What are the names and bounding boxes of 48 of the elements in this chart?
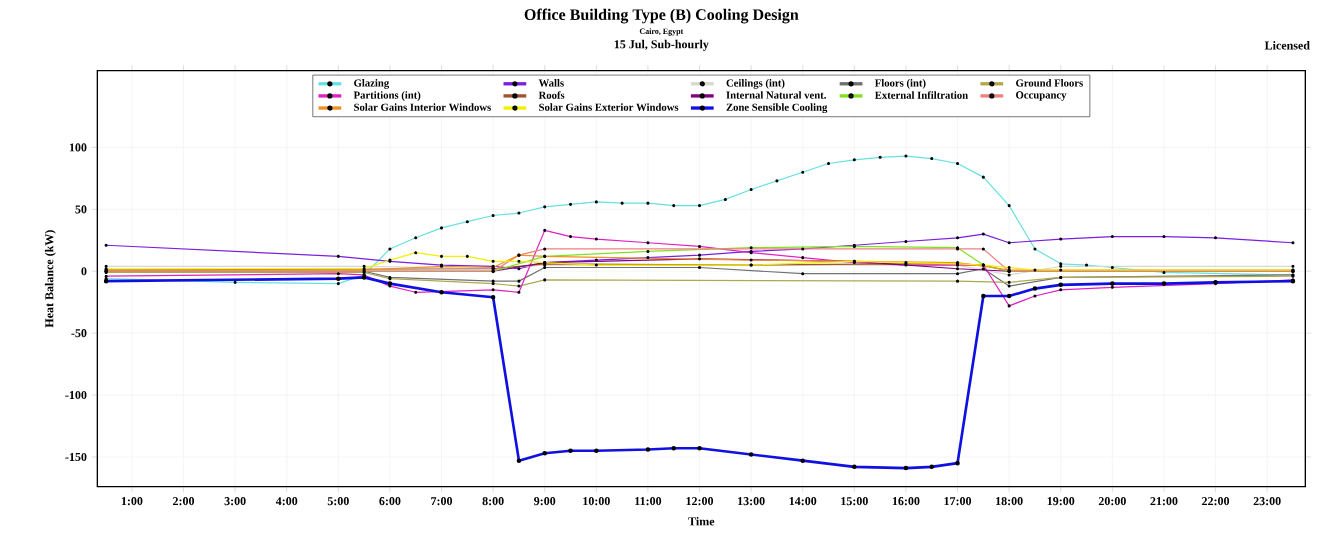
x-axis-title: Time — [688, 517, 715, 526]
y-tick-label: -100 — [65, 391, 87, 400]
legend-label: Partitions (int) — [353, 91, 421, 102]
x-tick-label: 19:00 — [1047, 497, 1075, 506]
legend-label: Walls — [538, 79, 564, 87]
x-tick-label: 22:00 — [1202, 497, 1230, 506]
x-tick-label: 3:00 — [224, 497, 246, 506]
x-tick-label: 13:00 — [738, 497, 765, 506]
legend-label: Solar Gains Interior Windows — [354, 103, 491, 112]
x-tick-label: 10:00 — [583, 497, 610, 506]
y-tick-label: 50 — [75, 205, 87, 214]
legend-label: Ceilings (int) — [726, 79, 785, 90]
legend-label: Ground Floors — [1016, 79, 1083, 87]
x-tick-label: 20:00 — [1098, 497, 1126, 506]
x-tick-label: 7:00 — [431, 497, 453, 506]
x-tick-label: 15:00 — [841, 497, 868, 506]
chart-subtitle: Cairo, Egypt — [639, 28, 684, 36]
legend-label: Occupancy — [1016, 91, 1067, 101]
y-tick-label: 100 — [69, 143, 87, 152]
x-tick-label: 6:00 — [379, 497, 401, 506]
x-tick-label: 12:00 — [686, 497, 714, 506]
y-tick-label: -50 — [71, 329, 87, 338]
legend-label: Glazing — [354, 79, 390, 90]
x-tick-label: 1:00 — [121, 497, 143, 506]
text: Licensed — [1264, 41, 1310, 50]
text: 15 Jul, Sub-hourly — [614, 40, 709, 51]
x-tick-label: 2:00 — [173, 497, 195, 506]
x-tick-label: 9:00 — [534, 497, 556, 506]
legend-label: External Infiltration — [874, 91, 968, 99]
x-tick-label: 4:00 — [275, 497, 298, 506]
y-tick-label: 0 — [81, 267, 87, 276]
chart-title: Office Building Type (B) Cooling Design — [524, 8, 799, 24]
x-tick-label: 8:00 — [482, 497, 504, 506]
legend-label: Solar Gains Exterior Windows — [539, 103, 679, 112]
y-tick-label: -150 — [65, 453, 87, 462]
x-tick-label: 5:00 — [327, 497, 349, 506]
x-tick-label: 14:00 — [789, 497, 817, 506]
legend-label: Zone Sensible Cooling — [726, 103, 828, 114]
y-axis-title: Heat Balance (kW) — [44, 230, 56, 328]
x-tick-label: 18:00 — [996, 497, 1023, 506]
x-tick-label: 21:00 — [1150, 497, 1178, 506]
x-tick-label: 11:00 — [635, 497, 662, 506]
legend-label: Roofs — [538, 91, 565, 99]
x-tick-label: 17:00 — [944, 497, 972, 506]
legend-label: Floors (int) — [874, 79, 926, 89]
legend-label: Internal Natural vent. — [726, 91, 826, 99]
x-tick-label: 23:00 — [1253, 497, 1281, 506]
x-tick-label: 16:00 — [892, 497, 920, 506]
